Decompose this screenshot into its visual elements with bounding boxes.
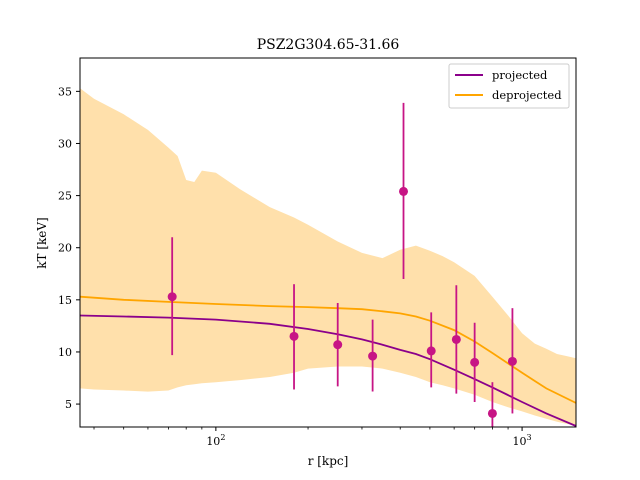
x-tick-label: 102 (206, 433, 225, 448)
y-tick-label: 10 (58, 346, 72, 359)
plot-area (80, 88, 576, 427)
projected-line (80, 314, 576, 427)
data-point (451, 334, 461, 344)
data-point (470, 357, 480, 367)
legend-label-projected: projected (492, 68, 548, 82)
axis-ticks: 5 10 15 20 25 30 35 102 103 (58, 85, 532, 448)
chart-title: PSZ2G304.65-31.66 (257, 37, 400, 53)
deprojected-band (80, 88, 576, 426)
x-axis-label: r [kpc] (308, 454, 349, 468)
y-tick-label: 20 (58, 242, 72, 255)
y-tick-label: 25 (58, 190, 72, 203)
data-point (368, 351, 378, 361)
legend-label-deprojected: deprojected (492, 88, 562, 102)
legend: projected deprojected (448, 63, 570, 109)
y-tick-label: 35 (58, 85, 72, 98)
plot-frame (79, 57, 577, 428)
y-tick-label: 15 (58, 294, 72, 307)
data-point (507, 356, 517, 366)
data-point (426, 346, 436, 356)
deprojected-line (80, 295, 576, 404)
data-point (167, 292, 177, 302)
data-point (333, 340, 343, 350)
x-tick-label: 103 (513, 433, 532, 448)
y-tick-label: 30 (58, 137, 72, 150)
y-axis-label: kT [keV] (35, 217, 49, 269)
data-point (487, 408, 497, 418)
data-point (399, 186, 409, 196)
y-tick-label: 5 (65, 398, 72, 411)
data-point (289, 331, 299, 341)
